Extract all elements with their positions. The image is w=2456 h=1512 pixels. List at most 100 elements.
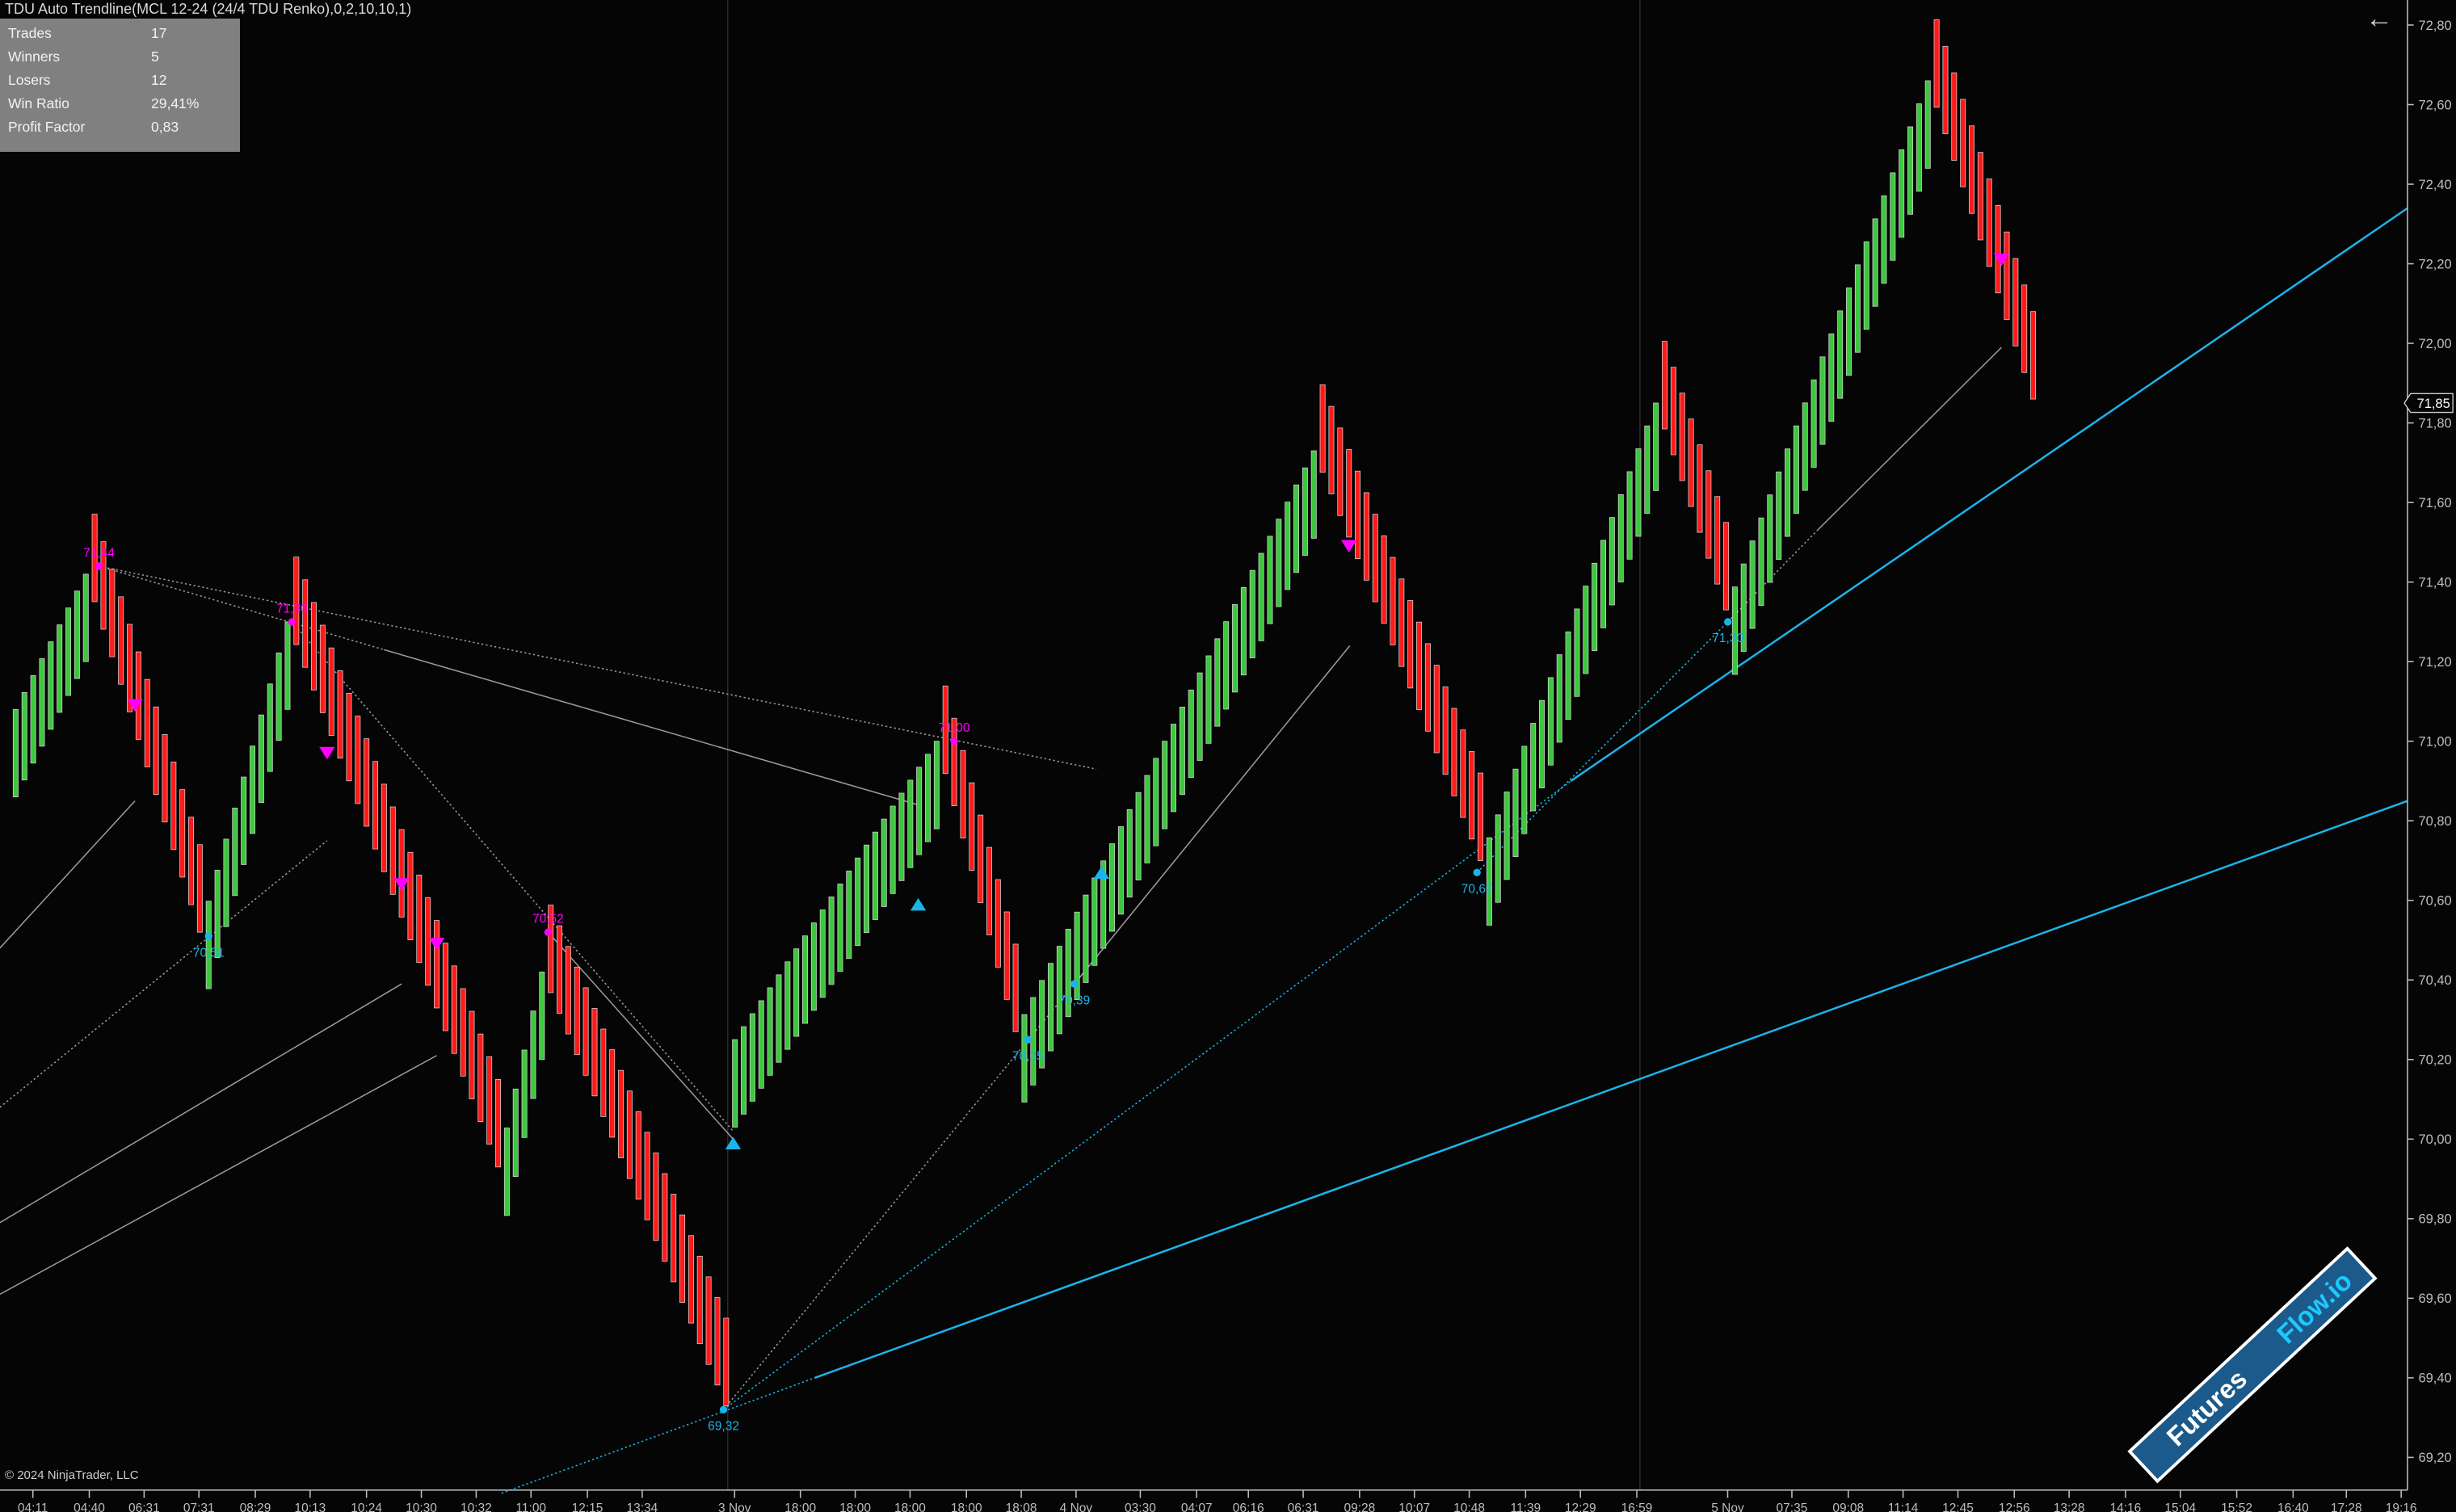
up-bar [1153,758,1159,846]
up-bar [1144,775,1150,863]
pivot-high-dot [544,928,553,936]
up-bar [1556,654,1562,743]
down-bar [565,946,571,1035]
time-tick-label: 06:16 [1233,1502,1264,1512]
down-bar [1012,943,1019,1032]
down-bar [188,817,195,905]
up-bar [1644,425,1651,514]
gray-dotted-trendline [0,840,328,1108]
stat-profit-factor: Profit Factor 0,83 [8,119,179,136]
price-tick-label: 72,00 [2418,337,2451,351]
down-bar [100,541,107,630]
time-tick-label: 04:07 [1181,1502,1213,1512]
price-tick-label: 72,80 [2418,19,2451,33]
up-bar [1539,699,1546,788]
down-bar [1328,405,1335,494]
price-tick-label: 71,00 [2418,735,2451,750]
up-bar [819,909,826,998]
up-bar [1592,562,1598,652]
up-bar [74,590,80,679]
down-bar [1969,125,1975,214]
time-tick-label: 4 Nov [1060,1502,1093,1512]
up-bar [784,961,791,1050]
time-tick-label: 18:00 [839,1502,871,1512]
up-bar [1065,929,1071,1018]
buy-signal-triangle-up-icon [910,897,927,911]
up-bar [1854,264,1861,353]
copyright-notice: © 2024 NinjaTrader, LLC [5,1468,139,1482]
stat-label: Trades [8,25,52,41]
price-axis[interactable]: 72,80 72,60 72,40 72,20 72,00 71,80 71,60 71,40… [2407,0,2452,1490]
up-bar [1837,310,1844,399]
down-bar [1381,535,1387,624]
up-bar [1276,519,1282,607]
up-bar [1285,502,1291,590]
time-tick-label: 04:40 [74,1502,105,1512]
up-bar [907,779,914,868]
time-tick-label: 15:52 [2221,1502,2252,1512]
down-bar [144,678,150,767]
gray-solid-trendline [0,1055,437,1296]
down-bar [398,829,405,918]
time-tick-label: 12:45 [1942,1502,1974,1512]
buy-signal-triangle-up-icon [1093,866,1110,880]
price-tick-label: 69,40 [2418,1371,2451,1386]
up-bar [767,987,773,1076]
renko-bars [12,19,2037,1406]
gray-solid-trendline [0,800,136,949]
down-bar [372,761,379,850]
down-bar [486,1056,493,1145]
stat-value: 12 [151,72,167,88]
time-tick-label: 09:28 [1344,1502,1375,1512]
arrow-left-icon[interactable]: ← [2366,3,2393,34]
pivot-low-dot [719,1405,728,1413]
up-bar [267,683,273,772]
cyan-dotted-trendline [1476,621,1729,873]
down-bar [451,965,457,1054]
down-bar [1337,427,1344,516]
pivot-low-label: 70,67 [1461,882,1493,896]
up-bar [1223,621,1230,710]
up-bar [1530,723,1537,812]
time-tick-label: 17:28 [2331,1502,2362,1512]
up-bar [1635,448,1642,537]
price-tick-label: 69,80 [2418,1212,2451,1227]
down-bar [337,670,343,759]
pivot-high-dot [950,737,958,746]
down-bar [1942,45,1949,135]
pivot-high-dot [288,618,296,626]
up-bar [39,658,45,747]
price-tick-label: 72,60 [2418,98,2451,112]
up-bar [1039,980,1045,1069]
up-bar [1731,586,1738,675]
up-bar [1802,402,1808,491]
up-bar [539,972,545,1060]
up-bar [530,1010,536,1099]
up-bar [1846,287,1853,376]
time-tick-label: 18:08 [1006,1502,1037,1512]
up-bar [1740,563,1747,652]
up-bar [1074,911,1080,1001]
down-bar [986,846,993,935]
down-bar [196,844,203,933]
down-bar [1416,621,1423,710]
price-tick-label: 70,00 [2418,1132,2451,1147]
up-bar [1232,604,1239,693]
gray-dotted-trendline [1727,530,1818,623]
time-tick-label: 5 Nov [1711,1502,1744,1512]
up-bar [758,1000,764,1089]
stat-winners: Winners 5 [8,48,159,65]
down-bar [416,874,423,964]
down-bar [705,1276,712,1365]
down-bar [1355,470,1361,560]
stat-losers: Losers 12 [8,72,166,89]
time-axis[interactable]: 04:11 04:40 06:31 07:31 08:29 10:13 10:24 10:30… [0,1489,2417,1512]
down-bar [591,1008,598,1097]
up-bar [1048,963,1054,1052]
down-bar [1424,643,1431,732]
up-bar [916,766,923,855]
time-tick-label: 07:35 [1777,1502,1808,1512]
pivot-high-label: 71,44 [83,546,115,560]
up-bar [864,844,870,933]
